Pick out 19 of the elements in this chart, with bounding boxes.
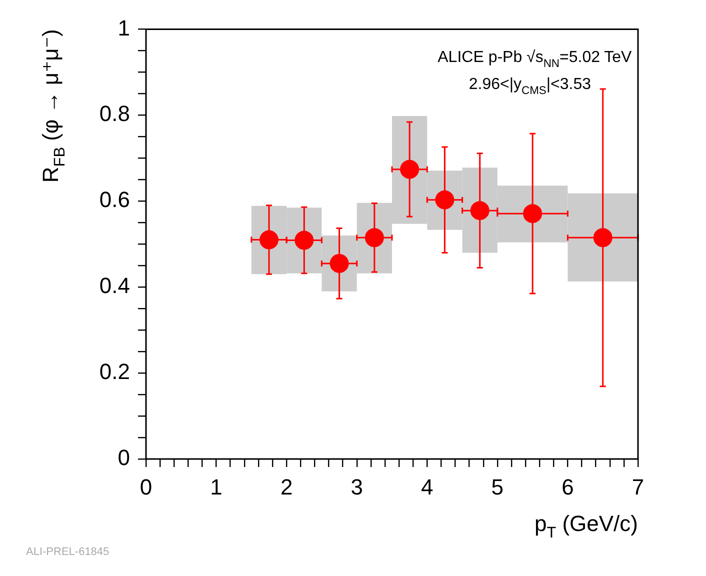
y-tick-label: 0.2 — [99, 359, 130, 384]
x-tick-label: 6 — [562, 474, 574, 500]
y-tick-label: 0.8 — [99, 101, 130, 126]
y-tick-label: 0.4 — [99, 273, 130, 298]
x-tick-label: 4 — [421, 474, 434, 500]
point — [593, 228, 612, 248]
point — [400, 160, 420, 179]
y-axis-title: RFB (φ → μ⁺μ⁻) — [38, 29, 69, 183]
point — [470, 201, 490, 220]
y-tick-label: 1 — [118, 15, 130, 40]
x-tick-label: 7 — [632, 474, 644, 500]
x-tick-label: 5 — [491, 474, 504, 500]
x-tick-label: 3 — [350, 474, 363, 500]
x-tick-label: 0 — [140, 474, 152, 500]
y-tick-label: 0.6 — [99, 187, 130, 212]
x-tick-label: 1 — [210, 474, 222, 500]
y-tick-label: 0 — [118, 445, 130, 470]
text: ALI-PREL-61845 — [26, 546, 110, 558]
x-tick-label: 2 — [280, 474, 293, 500]
